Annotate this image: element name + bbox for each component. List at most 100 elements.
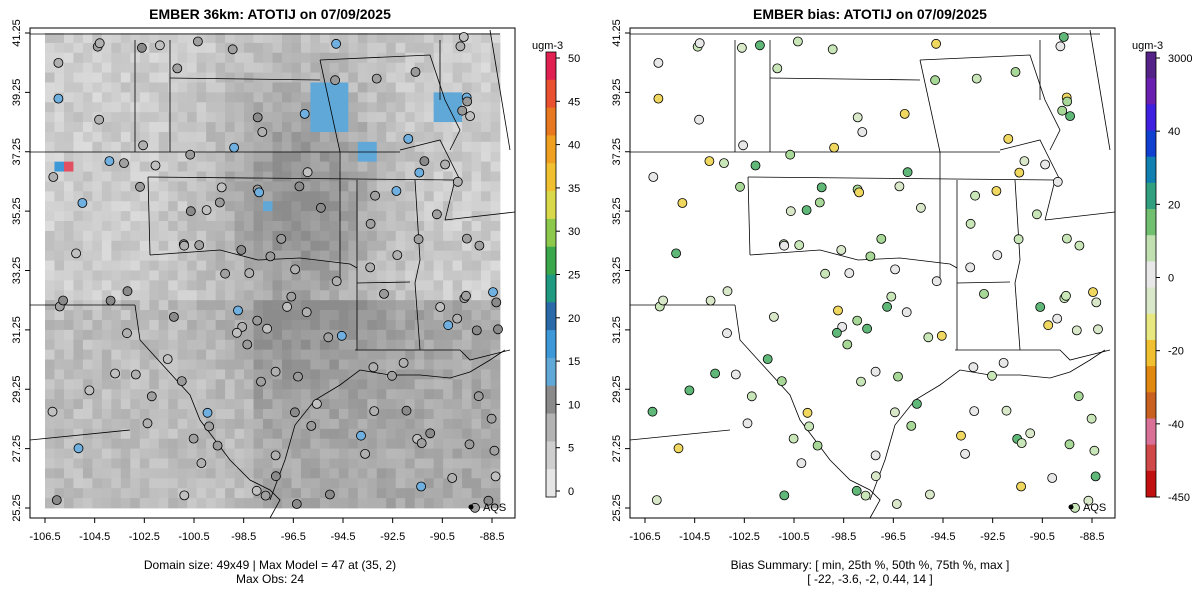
grid-cell [310,379,321,390]
grid-cell [244,131,254,143]
grid-cell [319,379,330,390]
grid-cell [253,399,264,410]
grid-cell [386,399,397,410]
grid-cell [111,280,122,291]
grid-cell [206,359,217,370]
grid-cell [424,339,435,351]
grid-cell [244,409,254,420]
grid-cell [281,389,292,400]
grid-cell [481,92,491,103]
grid-cell [481,102,491,113]
grid-cell [253,171,264,182]
grid-cell [348,52,359,64]
grid-cell [405,102,416,113]
grid-cell [177,92,188,103]
grid-cell [310,329,321,341]
grid-cell [101,181,112,192]
x-tick-label: -88.5 [1079,531,1104,543]
grid-cell [215,82,226,93]
grid-cell [158,349,169,360]
grid-cell [281,82,292,93]
grid-cell [329,389,340,400]
grid-cell [310,211,321,222]
grid-cell [433,468,444,479]
grid-cell [206,181,217,192]
grid-cell [196,102,207,113]
grid-cell [73,389,84,400]
grid-cell [63,250,74,262]
grid-cell [63,260,74,271]
grid-cell [187,102,198,113]
grid-cell [63,468,74,479]
obs-point [1040,159,1051,170]
grid-cell [424,42,435,54]
grid-cell [367,498,378,509]
grid-cell [111,250,122,262]
grid-cell [149,448,160,459]
grid-cell [63,230,74,242]
grid-cell [348,230,359,242]
grid-cell [443,141,454,153]
grid-cell [139,230,150,242]
grid-cell [101,240,112,252]
obs-point [94,114,104,125]
grid-cell [120,389,131,400]
grid-cell [120,369,131,380]
obs-point [1088,287,1098,298]
grid-cell [63,112,74,123]
grid-cell [139,399,150,410]
obs-point [136,42,147,53]
grid-cell [471,468,482,479]
grid-cell [253,250,264,262]
obs-point [816,182,827,193]
grid-cell [54,329,65,341]
grid-cell [443,52,454,64]
grid-cell [481,260,491,271]
grid-cell [281,112,292,123]
grid-cell [234,270,245,281]
x-tick-label: -100.5 [778,531,809,543]
grid-cell [452,141,463,153]
grid-cell [272,181,283,192]
grid-cell [234,369,245,380]
grid-cell [405,448,416,459]
grid-cell [386,191,397,202]
grid-cell [329,33,340,44]
grid-cell [338,92,349,103]
grid-cell [206,369,217,380]
grid-cell [367,468,378,479]
grid-cell [206,122,217,133]
obs-point [1090,471,1101,482]
grid-cell [187,498,198,509]
grid-cell [92,201,103,212]
obs-point [414,167,425,178]
grid-cell [424,112,435,123]
grid-cell [73,409,84,420]
grid-cell [281,319,292,331]
grid-cell [130,319,141,331]
grid-cell [300,230,311,242]
grid-cell [92,92,103,103]
grid-cell [329,448,340,459]
grid-cell [63,379,74,390]
grid-cell [63,62,74,73]
obs-point [1031,209,1042,220]
grid-cell [433,230,444,242]
grid-cell [433,102,444,113]
grid-cell [54,141,65,153]
grid-cell [357,389,368,400]
obs-point [796,458,807,469]
grid-cell [405,319,416,331]
grid-cell [111,181,122,192]
grid-cell [291,92,302,103]
grid-cell [101,92,112,103]
grid-cell [471,300,482,311]
colorbar-tick-label: 35 [568,183,580,195]
grid-cell [206,458,217,469]
grid-cell [281,191,292,202]
grid-cell [215,399,226,410]
grid-cell [471,290,482,301]
grid-cell [139,468,150,479]
grid-cell [196,310,207,321]
obs-point [802,407,813,418]
